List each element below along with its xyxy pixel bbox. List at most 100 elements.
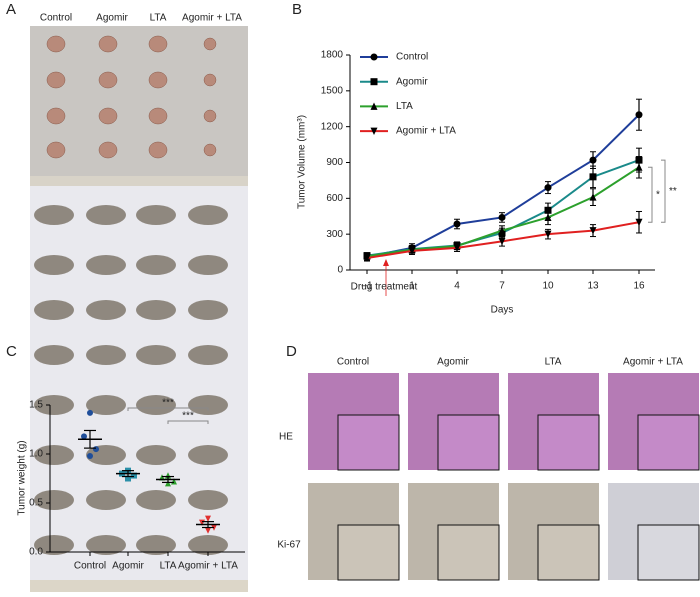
mouse: [136, 205, 176, 225]
y-tick-label: 1500: [321, 85, 344, 96]
marker: [589, 227, 597, 235]
mouse: [34, 490, 74, 510]
marker: [165, 480, 171, 487]
marker: [131, 472, 137, 479]
x-tick-label: 1: [409, 281, 415, 292]
he-inset: [337, 414, 400, 471]
mouse: [86, 395, 126, 415]
annotation: Drug treatment: [351, 282, 418, 293]
column-label: Agomir + LTA: [182, 13, 242, 24]
legend-label: Control: [396, 52, 428, 63]
mouse: [86, 535, 126, 555]
legend-label: LTA: [396, 101, 413, 112]
tumor: [46, 107, 66, 125]
mouse: [34, 535, 74, 555]
marker: [589, 193, 597, 201]
marker: [87, 409, 93, 416]
y-tick-label: 300: [326, 229, 343, 240]
row-label: Ki-67: [277, 540, 301, 551]
tumor: [148, 71, 168, 89]
mouse: [188, 395, 228, 415]
marker: [87, 452, 93, 459]
marker: [453, 244, 461, 252]
x-tick-label: 4: [454, 281, 460, 292]
tumor: [98, 35, 118, 53]
mouse: [34, 345, 74, 365]
tumor: [46, 35, 66, 53]
y-tick-label: 1.5: [29, 400, 43, 411]
panel-label: D: [286, 343, 297, 360]
marker: [125, 475, 131, 482]
x-tick-label: 16: [633, 281, 645, 292]
mouse: [136, 255, 176, 275]
tumor: [148, 141, 168, 159]
tumor: [98, 107, 118, 125]
mouse: [34, 205, 74, 225]
mouse: [136, 395, 176, 415]
column-label: Agomir: [96, 13, 128, 24]
y-axis-title: Tumor weight (g): [17, 440, 28, 515]
marker: [93, 446, 99, 453]
mouse: [188, 445, 228, 465]
marker: [370, 53, 378, 61]
panel-label: C: [6, 343, 17, 360]
y-tick-label: 900: [326, 157, 343, 168]
mouse: [86, 490, 126, 510]
y-tick-label: 1.0: [29, 449, 43, 460]
marker: [635, 163, 643, 171]
marker: [635, 111, 643, 119]
panel-label: B: [292, 1, 302, 18]
y-tick-label: 0.0: [29, 547, 43, 558]
marker: [370, 127, 378, 135]
tumor: [46, 141, 66, 159]
he-inset: [637, 414, 700, 471]
mouse: [86, 255, 126, 275]
arrowhead: [383, 259, 389, 266]
tumor: [98, 71, 118, 89]
bracket: [648, 166, 653, 223]
mouse: [188, 300, 228, 320]
y-tick-label: 1200: [321, 121, 344, 132]
x-tick-label: 13: [587, 281, 599, 292]
marker: [81, 433, 87, 440]
tumor: [203, 143, 217, 157]
mouse: [188, 490, 228, 510]
tumor: [148, 35, 168, 53]
y-tick-label: 1800: [321, 50, 344, 61]
ki67-inset: [637, 524, 700, 581]
significance: **: [669, 186, 677, 197]
y-tick-label: 0: [337, 265, 343, 276]
marker: [544, 213, 552, 221]
marker: [205, 527, 211, 534]
mouse: [136, 345, 176, 365]
micrographs: Control Agomir LTA Agomir + LTA: [308, 357, 700, 581]
marker: [453, 220, 461, 228]
tumor: [203, 73, 217, 87]
marker: [370, 78, 378, 86]
bracket: [661, 159, 666, 223]
x-tick-label: 10: [542, 281, 554, 292]
marker: [205, 515, 211, 522]
tumor: [98, 141, 118, 159]
mouse: [34, 255, 74, 275]
x-tick-label: –1: [361, 281, 373, 292]
column-label: LTA: [150, 13, 167, 24]
he-inset: [537, 414, 600, 471]
tumor-photos: [34, 35, 228, 555]
ki67-inset: [537, 524, 600, 581]
x-axis-title: Days: [491, 305, 514, 316]
marker: [544, 230, 552, 239]
y-tick-label: 600: [326, 193, 343, 204]
marker: [363, 254, 371, 262]
column-label: LTA: [545, 357, 562, 368]
marker: [589, 156, 597, 164]
row-label: HE: [279, 432, 293, 443]
mouse: [86, 300, 126, 320]
x-tick-label: Agomir + LTA: [178, 561, 238, 572]
mouse: [34, 300, 74, 320]
mouse: [188, 345, 228, 365]
marker: [498, 213, 506, 221]
legend-label: Agomir: [396, 76, 428, 87]
x-tick-label: Control: [74, 561, 106, 572]
